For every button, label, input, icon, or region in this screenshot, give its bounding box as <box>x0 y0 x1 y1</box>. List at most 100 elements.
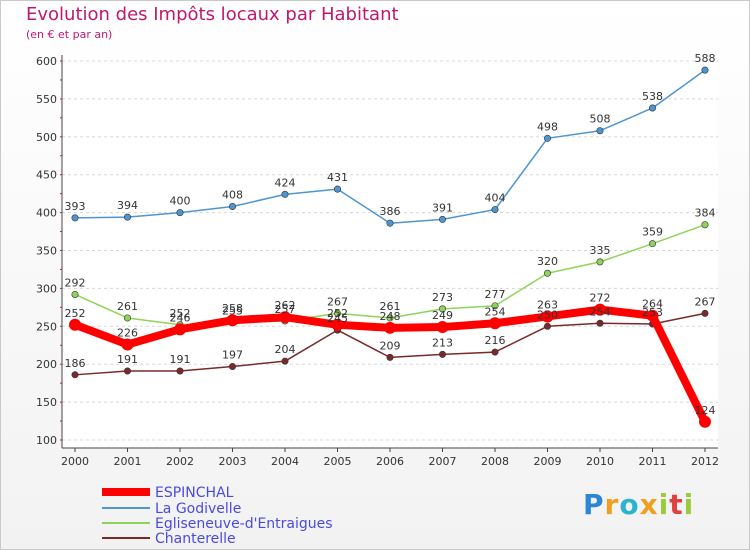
legend-label: Chanterelle <box>155 531 236 547</box>
legend-label: ESPINCHAL <box>155 485 234 501</box>
data-label: 263 <box>537 298 558 311</box>
data-label: 245 <box>327 312 348 325</box>
data-label: 261 <box>380 300 401 313</box>
data-label: 431 <box>327 171 348 184</box>
y-tick-label: 400 <box>36 207 57 220</box>
data-label: 254 <box>590 305 611 318</box>
data-point <box>121 338 134 351</box>
legend-label: Egliseneuve-d'Entraigues <box>155 516 333 532</box>
data-point <box>386 314 394 322</box>
data-label: 246 <box>170 311 191 324</box>
y-tick-label: 500 <box>36 131 57 144</box>
data-label: 261 <box>117 300 138 313</box>
data-label: 252 <box>65 307 86 320</box>
x-tick-label: 2011 <box>639 455 667 468</box>
data-label: 508 <box>590 113 611 126</box>
data-point <box>596 258 604 266</box>
y-tick-label: 550 <box>36 93 57 106</box>
data-point <box>489 317 501 330</box>
data-point <box>701 66 709 74</box>
data-point <box>386 219 394 227</box>
y-tick-label: 300 <box>36 282 57 295</box>
x-tick-label: 2003 <box>219 455 247 468</box>
data-point <box>281 190 289 198</box>
logo-letter: i <box>683 488 695 521</box>
data-label: 400 <box>170 195 191 208</box>
logo-letter: P <box>583 488 605 521</box>
y-tick-label: 450 <box>36 169 57 182</box>
data-point <box>386 353 394 361</box>
data-point <box>699 415 711 428</box>
data-label: 213 <box>432 336 453 349</box>
x-tick-label: 2001 <box>114 455 142 468</box>
x-tick-label: 2012 <box>691 455 719 468</box>
logo-letter: t <box>669 488 684 521</box>
data-label: 258 <box>222 302 243 315</box>
data-point <box>124 213 132 221</box>
data-point <box>281 357 289 365</box>
x-tick-label: 2005 <box>324 455 352 468</box>
y-tick-label: 150 <box>36 396 57 409</box>
data-point <box>543 134 551 142</box>
logo-letter: r <box>604 488 620 521</box>
y-tick-label: 350 <box>36 245 57 258</box>
data-point <box>646 309 659 322</box>
data-label: 424 <box>275 176 296 189</box>
legend-label: La Godivelle <box>155 501 241 517</box>
data-point <box>69 318 81 331</box>
x-tick-label: 2007 <box>429 455 457 468</box>
y-tick-label: 600 <box>36 55 57 68</box>
data-point <box>491 206 499 214</box>
data-point <box>596 127 604 135</box>
chart-title: Evolution des Impôts locaux par Habitant <box>26 4 399 25</box>
data-point <box>543 322 551 330</box>
data-point <box>648 104 656 112</box>
data-point <box>438 305 446 313</box>
data-point <box>541 310 554 323</box>
data-point <box>124 314 132 322</box>
data-label: 257 <box>275 303 296 316</box>
data-point <box>124 367 132 375</box>
data-label: 252 <box>327 307 348 320</box>
data-label: 393 <box>65 200 86 213</box>
y-tick-label: 250 <box>36 320 57 333</box>
data-label: 386 <box>380 205 401 218</box>
data-label: 262 <box>275 299 296 312</box>
logo-letter: o <box>619 488 640 521</box>
data-point <box>176 209 184 217</box>
data-label: 248 <box>380 310 401 323</box>
data-label: 253 <box>642 306 663 319</box>
data-point <box>596 319 604 327</box>
data-label: 186 <box>65 357 86 370</box>
x-tick-label: 2008 <box>481 455 509 468</box>
x-tick-label: 2004 <box>271 455 299 468</box>
x-tick-label: 2010 <box>586 455 614 468</box>
data-point <box>701 221 709 229</box>
x-tick-label: 2002 <box>166 455 194 468</box>
data-point <box>491 302 499 310</box>
data-point <box>491 348 499 356</box>
x-tick-label: 2006 <box>376 455 404 468</box>
data-label: 255 <box>222 305 243 318</box>
data-point <box>333 185 341 193</box>
y-tick-label: 200 <box>36 358 57 371</box>
data-point <box>226 314 239 327</box>
data-label: 394 <box>117 199 138 212</box>
data-point <box>71 290 79 298</box>
data-point <box>384 321 396 334</box>
chart-subtitle: (en € et par an) <box>26 28 113 41</box>
data-point <box>648 240 656 248</box>
data-label: 272 <box>590 292 611 305</box>
data-point <box>438 215 446 223</box>
data-point <box>229 362 237 370</box>
data-label: 408 <box>222 189 243 202</box>
data-point <box>594 303 606 316</box>
data-label: 320 <box>537 255 558 268</box>
data-label: 391 <box>432 201 453 214</box>
data-label: 264 <box>642 298 663 311</box>
data-label: 267 <box>695 295 716 308</box>
data-label: 197 <box>222 348 243 361</box>
data-label: 404 <box>485 192 506 205</box>
logo-letter: i <box>658 488 670 521</box>
